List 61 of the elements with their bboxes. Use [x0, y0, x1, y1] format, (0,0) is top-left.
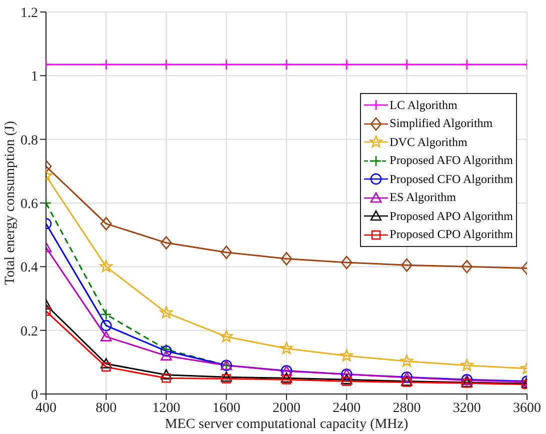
legend-label: Proposed AFO Algorithm [390, 153, 513, 168]
point [100, 260, 112, 272]
point [280, 58, 292, 70]
point [100, 308, 112, 320]
point [160, 306, 173, 318]
point [460, 358, 474, 371]
y-tick-label: 1 [31, 70, 38, 85]
point [461, 260, 473, 274]
point [340, 374, 352, 384]
legend-label: DVC Algorithm [390, 134, 468, 150]
point [340, 256, 352, 270]
point [162, 373, 171, 383]
x-tick-label: 800 [96, 400, 117, 416]
legend-label: Proposed CFO Algorithm [390, 172, 513, 187]
point [222, 374, 232, 384]
point [100, 331, 112, 342]
point [401, 58, 412, 70]
point [280, 372, 292, 383]
x-tick-label: 3200 [452, 400, 481, 416]
point [342, 376, 352, 386]
point [160, 369, 172, 380]
point [340, 58, 352, 70]
y-tick-label: 0.4 [20, 260, 38, 276]
point [401, 258, 412, 272]
point [280, 252, 292, 266]
legend-label: Proposed CPO Algorithm [390, 227, 513, 242]
point [100, 217, 112, 230]
x-axis-title: MEC server computational capacity (MHz) [164, 417, 409, 432]
point [100, 58, 112, 70]
point [220, 330, 233, 342]
legend-label: LC Algorithm [390, 98, 458, 113]
y-tick-label: 1.2 [20, 6, 38, 21]
x-tick-label: 3600 [513, 400, 541, 416]
point [220, 371, 232, 382]
point [220, 246, 232, 259]
point [160, 58, 172, 70]
x-tick-label: 2400 [332, 400, 361, 416]
point [100, 358, 112, 368]
point [220, 58, 232, 70]
y-tick-label: 0.8 [20, 133, 38, 148]
y-axis-title: Total energy consumption (J) [3, 120, 18, 286]
x-tick-label: 1600 [212, 400, 240, 416]
x-tick-label: 400 [36, 400, 56, 416]
point [160, 350, 172, 360]
x-tick-label: 2000 [272, 400, 300, 416]
y-tick-label: 0.2 [20, 324, 38, 340]
x-tick-label: 1200 [152, 400, 180, 416]
y-tick-label: 0 [31, 388, 38, 403]
x-tick-label: 2800 [392, 400, 421, 416]
point [282, 375, 292, 384]
legend-label: ES Algorithm [390, 190, 456, 206]
point [160, 236, 172, 250]
point [280, 342, 293, 354]
point [100, 320, 112, 332]
point [101, 362, 111, 372]
point [400, 354, 414, 367]
y-tick-label: 0.6 [20, 196, 38, 212]
point [461, 58, 473, 70]
legend-label: Proposed APO Algorithm [390, 208, 513, 224]
legend-label: Simplified Algorithm [390, 116, 493, 132]
point [340, 349, 353, 362]
